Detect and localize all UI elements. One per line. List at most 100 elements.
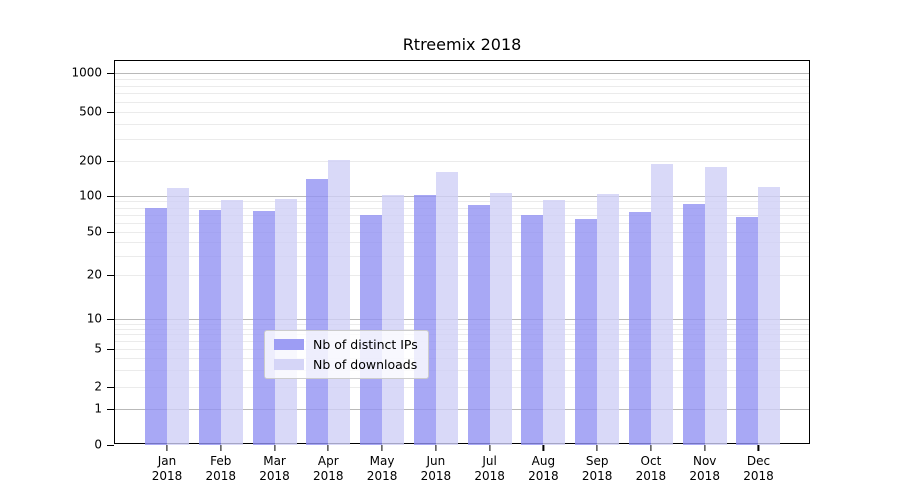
bar-nb-of-downloads-dec: [758, 187, 781, 445]
gridline-minor: [115, 341, 809, 343]
x-axis-tick: [596, 444, 598, 451]
bar-nb-of-downloads-jul: [489, 193, 512, 445]
x-axis-tick-label: Apr 2018: [313, 454, 344, 483]
gridline-major: [115, 196, 809, 197]
legend-label-distinct-ips: Nb of distinct IPs: [313, 337, 418, 352]
x-axis-tick: [381, 444, 383, 451]
x-axis-tick: [166, 444, 168, 451]
gridline-minor: [115, 214, 809, 216]
gridline-major: [115, 409, 809, 410]
y-axis-tick: [107, 72, 114, 74]
y-axis-tick-label: 100: [79, 188, 102, 203]
x-axis-tick: [542, 444, 544, 451]
gridline-minor: [115, 275, 809, 276]
x-axis-tick: [489, 444, 491, 451]
gridline-minor: [115, 222, 809, 224]
x-axis-tick-label: Mar 2018: [259, 454, 290, 483]
y-axis-tick: [107, 318, 114, 320]
x-axis-year-label: 2018: [635, 469, 667, 483]
y-axis-tick-label: 20: [86, 267, 102, 282]
bar-nb-of-distinct-ips-dec: [736, 216, 759, 445]
gridline-minor: [115, 232, 809, 233]
gridline-minor: [115, 242, 809, 244]
x-axis-year-label: 2018: [743, 469, 774, 483]
gridline-minor: [115, 85, 809, 87]
gridline-minor: [115, 93, 809, 95]
gridline-minor: [115, 349, 809, 350]
gridline-minor: [115, 123, 809, 125]
bar-nb-of-downloads-mar: [274, 198, 297, 445]
bar-nb-of-distinct-ips-feb: [198, 209, 221, 445]
bar-nb-of-downloads-oct: [650, 164, 673, 445]
y-axis-tick-label: 1: [94, 401, 102, 416]
legend-swatch-distinct-ips: [274, 339, 304, 350]
x-axis-tick-label: Nov 2018: [689, 454, 720, 483]
x-axis-year-label: 2018: [366, 469, 398, 483]
bar-nb-of-distinct-ips-may: [360, 214, 383, 445]
bar-nb-of-downloads-sep: [597, 194, 620, 445]
x-axis-tick: [220, 444, 222, 451]
y-axis-tick: [107, 111, 114, 113]
bar-nb-of-distinct-ips-apr: [306, 179, 329, 445]
x-axis-tick-label: Oct 2018: [635, 454, 667, 483]
gridline-minor: [115, 255, 809, 257]
y-axis-tick: [107, 348, 114, 350]
y-axis-tick: [107, 195, 114, 197]
y-axis-tick: [107, 274, 114, 276]
legend-item-distinct-ips: Nb of distinct IPs: [274, 337, 418, 352]
gridline-minor: [115, 358, 809, 360]
x-axis-year-label: 2018: [581, 469, 613, 483]
bar-nb-of-distinct-ips-nov: [682, 204, 705, 445]
gridline-minor: [115, 101, 809, 103]
x-axis-tick: [273, 444, 276, 451]
x-axis-tick-label: Sep 2018: [581, 454, 613, 483]
y-axis-tick-label: 200: [79, 153, 102, 168]
gridline-minor: [115, 334, 809, 336]
x-axis-tick: [704, 444, 706, 451]
x-axis-tick: [757, 444, 760, 451]
x-axis-tick-label: Feb 2018: [205, 454, 237, 483]
x-axis-year-label: 2018: [528, 469, 559, 483]
bar-nb-of-downloads-apr: [328, 159, 351, 445]
legend: Nb of distinct IPs Nb of downloads: [264, 330, 429, 379]
y-axis-tick: [107, 444, 114, 446]
gridline-minor: [115, 387, 809, 388]
bar-nb-of-distinct-ips-oct: [628, 211, 651, 445]
y-axis-tick: [107, 386, 114, 388]
bar-nb-of-distinct-ips-mar: [252, 210, 275, 445]
y-axis-tick-label: 10: [86, 311, 102, 326]
x-axis-tick-label: Dec 2018: [743, 454, 774, 483]
x-axis-tick-label: Jan 2018: [151, 454, 183, 483]
gridline-major: [115, 73, 809, 74]
x-axis-year-label: 2018: [205, 469, 237, 483]
x-axis-year-label: 2018: [420, 469, 452, 483]
gridline-minor: [115, 112, 809, 113]
legend-label-downloads: Nb of downloads: [313, 357, 418, 372]
bar-nb-of-distinct-ips-jun: [413, 194, 436, 445]
gridline-major: [115, 319, 809, 320]
x-axis-year-label: 2018: [313, 469, 344, 483]
bar-nb-of-distinct-ips-aug: [521, 214, 544, 445]
gridline-minor: [115, 78, 809, 80]
x-axis-tick-label: Aug 2018: [528, 454, 559, 483]
gridline-minor: [115, 161, 809, 162]
bar-nb-of-distinct-ips-jan: [145, 207, 167, 445]
x-axis-tick: [650, 444, 652, 451]
y-axis-tick-label: 2: [94, 379, 102, 394]
y-axis-tick-label: 50: [86, 224, 102, 239]
gridline-minor: [115, 323, 809, 325]
x-axis-year-label: 2018: [474, 469, 505, 483]
x-axis-tick: [435, 444, 437, 451]
y-axis-tick-label: 0: [94, 437, 102, 452]
y-axis-tick-label: 5: [94, 341, 102, 356]
plot-area: 0 1 2 5 10 20 50 100 200 500 1000 Jan 2018 Feb 2018 Mar…: [71, 60, 810, 483]
x-axis-tick-label: Jun 2018: [420, 454, 452, 483]
bar-nb-of-downloads-jan: [167, 187, 189, 445]
x-axis-year-label: 2018: [689, 469, 720, 483]
bar-nb-of-downloads-may: [382, 195, 405, 445]
y-axis-tick-label: 500: [79, 104, 102, 119]
x-axis-tick-label: May 2018: [366, 454, 398, 483]
bar-nb-of-downloads-feb: [220, 199, 243, 445]
x-axis-tick-label: Jul 2018: [474, 454, 505, 483]
